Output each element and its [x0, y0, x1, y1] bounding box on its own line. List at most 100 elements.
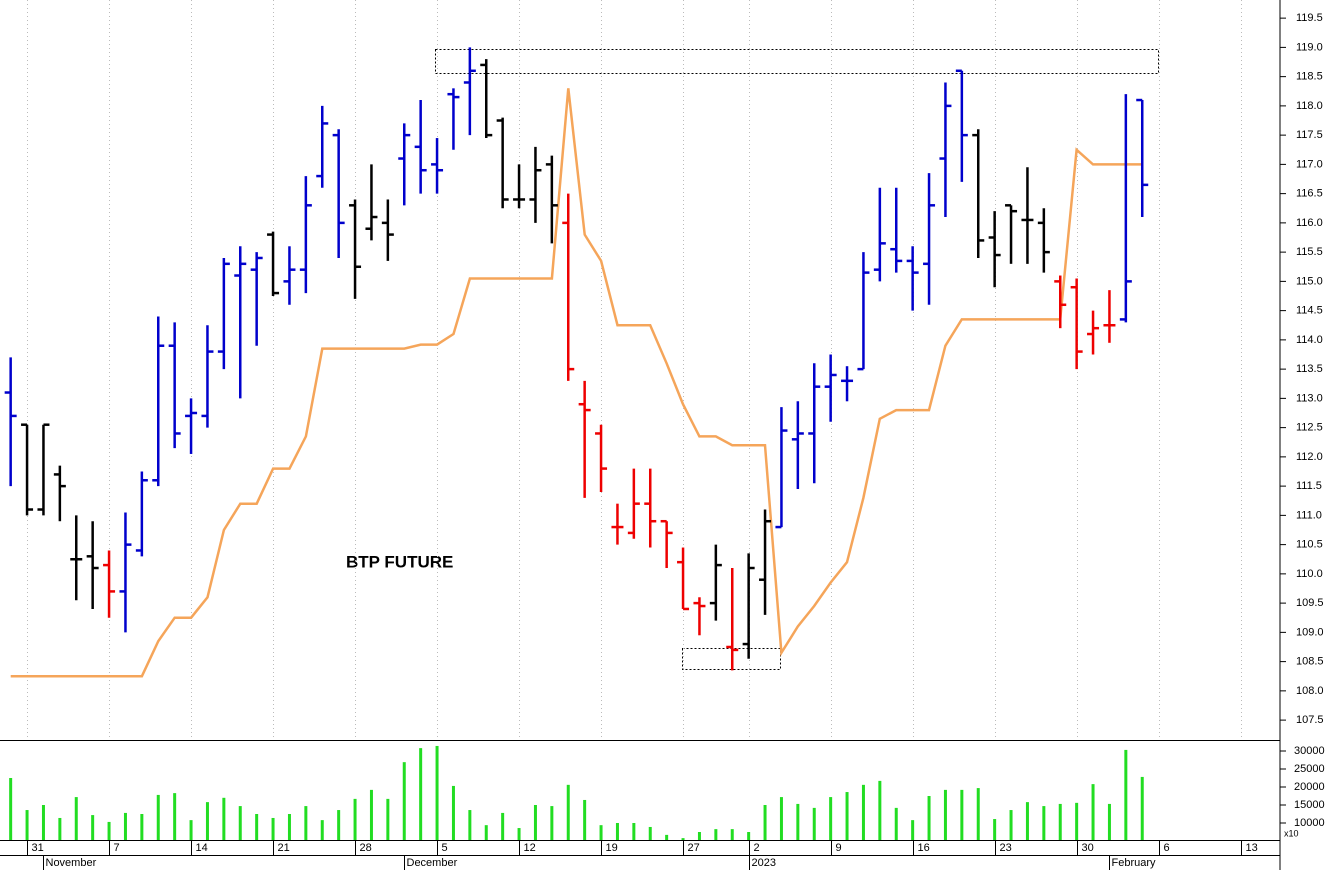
volume-bar	[976, 788, 980, 840]
volume-bar	[829, 797, 833, 840]
volume-bar	[107, 821, 111, 840]
trend-line	[10, 88, 1143, 678]
annotation: BTP FUTURE	[346, 552, 453, 571]
y-tick-label: 115.5	[1296, 246, 1323, 258]
volume-bar	[353, 798, 357, 840]
volume-bar	[25, 810, 29, 840]
volume-bar	[648, 826, 652, 840]
x-tick-label: 27	[688, 842, 700, 854]
volume-bar	[1124, 749, 1128, 840]
x-tick-label: 9	[836, 842, 842, 854]
volume-bar	[304, 806, 308, 840]
volume-bar	[189, 820, 193, 840]
volume-bar	[1042, 806, 1046, 840]
volume-bar	[402, 762, 406, 840]
volume-bar	[41, 805, 45, 840]
y-tick-label: 108.5	[1296, 656, 1324, 668]
volume-bar	[533, 805, 537, 840]
volume-bar	[451, 785, 455, 840]
y-tick-label: 109.5	[1296, 597, 1324, 609]
volume-bar	[714, 829, 718, 840]
y-tick-label: 117.0	[1296, 158, 1323, 170]
y-tick-label: 115.0	[1296, 275, 1323, 287]
volume-bar	[615, 823, 619, 840]
volume-bar	[681, 838, 685, 840]
volume-bar	[1107, 803, 1111, 840]
volume-bar	[763, 805, 767, 840]
volume-bar	[140, 814, 144, 840]
volume-bar	[796, 803, 800, 840]
y-tick-label: 114.5	[1296, 305, 1323, 317]
volume-bar	[271, 817, 275, 840]
y-tick-label: 112.0	[1296, 451, 1323, 463]
y-tick-label: 10000	[1294, 817, 1325, 829]
volume-bar	[1140, 776, 1144, 840]
volume-bar	[9, 778, 13, 840]
y-tick-label: 112.5	[1296, 422, 1323, 434]
x-tick-label: 13	[1246, 842, 1258, 854]
x-tick-label: 6	[1164, 842, 1170, 854]
volume-bar	[927, 796, 931, 840]
scale-label: x10	[1284, 828, 1299, 838]
y-tick-label: 118.0	[1296, 100, 1323, 112]
month-label: February	[1112, 857, 1157, 869]
y-tick-label: 111.5	[1296, 480, 1322, 492]
x-tick-label: 31	[32, 842, 44, 854]
volume-bar	[320, 820, 324, 840]
volume-bar	[1009, 810, 1013, 840]
volume-bar	[238, 806, 242, 840]
volume-bar	[337, 810, 341, 840]
y-tick-label: 113.0	[1296, 392, 1323, 404]
volume-bar	[517, 828, 521, 840]
y-tick-label: 110.0	[1296, 568, 1323, 580]
volume-bar	[58, 817, 62, 840]
volume-bar	[222, 797, 226, 840]
volume-bar	[1025, 802, 1029, 840]
volume-bar	[697, 832, 701, 840]
volume-bar	[1075, 802, 1079, 840]
y-tick-label: 20000	[1294, 781, 1325, 793]
y-tick-label: 108.0	[1296, 685, 1324, 697]
volume-bar	[1058, 803, 1062, 840]
y-tick-label: 119.5	[1296, 12, 1323, 24]
y-tick-label: 25000	[1294, 763, 1325, 775]
y-tick-label: 116.0	[1296, 217, 1323, 229]
volume-bar	[435, 745, 439, 840]
y-tick-label: 15000	[1294, 799, 1325, 811]
volume-bar	[484, 825, 488, 840]
volume-bar	[779, 797, 783, 840]
x-tick-label: 19	[606, 842, 618, 854]
volume-bar	[419, 748, 423, 840]
volume-bar	[287, 814, 291, 840]
y-tick-label: 114.0	[1296, 334, 1323, 346]
volume-bar	[369, 789, 373, 840]
volume-bar	[632, 823, 636, 840]
volume-bar	[812, 807, 816, 840]
volume-bar	[894, 807, 898, 840]
volume-bar	[1091, 784, 1095, 840]
y-tick-label: 109.0	[1296, 626, 1324, 638]
volume-bar	[911, 820, 915, 840]
volume-bar	[91, 815, 95, 840]
y-tick-label: 118.5	[1296, 71, 1323, 83]
volume-bar	[123, 812, 127, 840]
volume-bar	[960, 789, 964, 840]
volume-bar	[878, 780, 882, 840]
volume-bar	[861, 784, 865, 840]
volume-bar	[501, 812, 505, 840]
x-tick-label: 23	[1000, 842, 1012, 854]
volume-bar	[665, 834, 669, 840]
x-tick-label: 2	[754, 842, 760, 854]
y-tick-label: 107.5	[1296, 714, 1324, 726]
volume-bar	[943, 789, 947, 840]
y-tick-label: 30000	[1294, 745, 1325, 757]
month-label: November	[46, 857, 97, 869]
x-tick-label: 16	[918, 842, 930, 854]
x-tick-label: 12	[524, 842, 536, 854]
x-tick-label: 7	[114, 842, 120, 854]
x-tick-label: 21	[278, 842, 290, 854]
volume-bar	[156, 794, 160, 840]
y-tick-label: 116.5	[1296, 188, 1323, 200]
